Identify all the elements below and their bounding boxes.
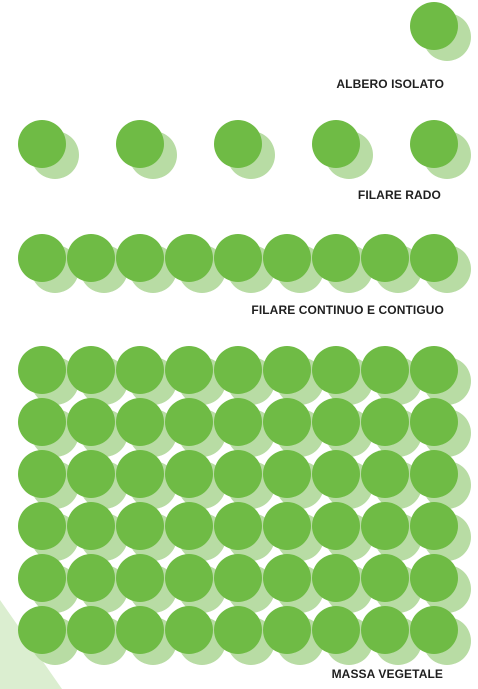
tree-canopy (18, 398, 66, 446)
tree-canopy (165, 502, 213, 550)
tree-canopy (312, 398, 360, 446)
tree-canopy (116, 554, 164, 602)
tree-canopy (18, 554, 66, 602)
trees-layer (18, 2, 471, 665)
tree-canopy (312, 450, 360, 498)
tree-canopy (410, 502, 458, 550)
tree-canopy (116, 450, 164, 498)
tree-canopy (361, 554, 409, 602)
tree-canopy (214, 554, 262, 602)
tree-canopy (312, 606, 360, 654)
tree-canopy (18, 450, 66, 498)
tree-canopy (18, 234, 66, 282)
tree-group-filare-continuo (18, 234, 471, 293)
tree-canopy (116, 234, 164, 282)
tree-canopy (214, 502, 262, 550)
tree-canopy (67, 346, 115, 394)
tree-canopy (361, 450, 409, 498)
tree-canopy (116, 606, 164, 654)
tree-canopy (410, 398, 458, 446)
tree-canopy (214, 398, 262, 446)
tree-canopies (18, 234, 458, 282)
tree-canopy (214, 234, 262, 282)
label-albero-isolato: ALBERO ISOLATO (336, 77, 444, 91)
tree-canopy (361, 346, 409, 394)
tree-group-albero-isolato (410, 2, 471, 61)
tree-canopy (116, 346, 164, 394)
label-filare-continuo-e-contiguo: FILARE CONTINUO E CONTIGUO (251, 303, 444, 317)
tree-canopy (361, 234, 409, 282)
tree-canopy (214, 606, 262, 654)
tree-canopy (214, 120, 262, 168)
tree-canopy (165, 554, 213, 602)
tree-canopy (410, 606, 458, 654)
tree-group-filare-rado (18, 120, 471, 179)
tree-canopy (263, 450, 311, 498)
tree-canopy (67, 234, 115, 282)
tree-canopy (18, 120, 66, 168)
tree-canopies (18, 346, 458, 654)
tree-canopy (116, 502, 164, 550)
tree-canopy (312, 234, 360, 282)
tree-canopy (116, 120, 164, 168)
tree-canopy (263, 502, 311, 550)
tree-canopy (165, 234, 213, 282)
tree-canopy (214, 450, 262, 498)
tree-canopy (263, 346, 311, 394)
tree-canopy (410, 554, 458, 602)
tree-canopy (165, 398, 213, 446)
tree-canopy (67, 398, 115, 446)
tree-canopies (18, 120, 458, 168)
tree-canopy (263, 554, 311, 602)
tree-canopy (18, 606, 66, 654)
tree-canopy (361, 398, 409, 446)
tree-canopy (263, 398, 311, 446)
tree-canopy (116, 398, 164, 446)
tree-canopy (312, 554, 360, 602)
tree-canopy (165, 346, 213, 394)
tree-canopy (165, 450, 213, 498)
tree-canopy (410, 346, 458, 394)
tree-canopy (263, 234, 311, 282)
tree-canopy (165, 606, 213, 654)
label-filare-rado: FILARE RADO (357, 188, 441, 202)
tree-canopy (410, 234, 458, 282)
tree-canopy (312, 346, 360, 394)
tree-canopies (410, 2, 458, 50)
tree-canopy (67, 606, 115, 654)
tree-canopy (361, 606, 409, 654)
label-massa-vegetale: MASSA VEGETALE (331, 667, 443, 681)
tree-canopy (312, 120, 360, 168)
tree-canopy (18, 502, 66, 550)
tree-canopy (67, 450, 115, 498)
tree-canopy (214, 346, 262, 394)
tree-canopy (361, 502, 409, 550)
tree-canopy (18, 346, 66, 394)
tree-canopy (410, 120, 458, 168)
tree-canopy (67, 554, 115, 602)
tree-group-massa-vegetale (18, 346, 471, 665)
tree-canopy (312, 502, 360, 550)
tree-canopy (263, 606, 311, 654)
tree-canopy (410, 2, 458, 50)
tree-canopy (410, 450, 458, 498)
tree-canopy (67, 502, 115, 550)
